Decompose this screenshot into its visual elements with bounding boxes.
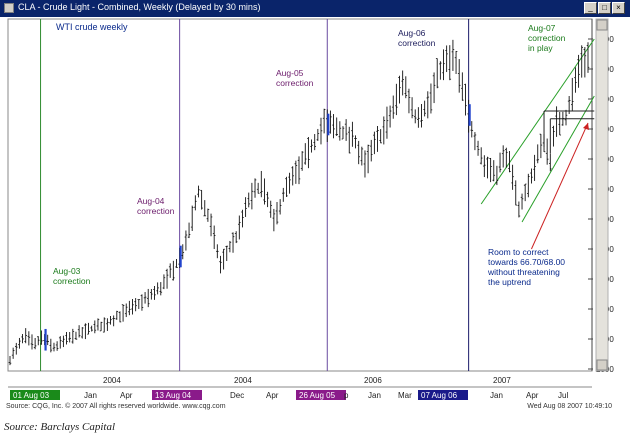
correction-markers [44,104,471,351]
scrollbar-track[interactable] [595,18,609,372]
annotation-text: Aug-03 [53,266,81,276]
x-tick-highlight [10,390,60,400]
x-tick-label: 13 Aug 04 [155,391,192,400]
arrow-head [583,123,589,130]
x-tick-label: 01 Aug 03 [13,391,50,400]
scroll-down-button[interactable] [596,359,608,371]
annotation-text: WTI crude weekly [56,22,128,32]
x-tick-label: Apr [120,391,133,400]
annotation-text: Room to correct [488,247,549,257]
channel-lower-line [521,95,595,223]
year-label: 2007 [493,376,511,385]
x-tick-label: Apr [526,391,539,400]
price-bars [8,39,590,366]
x-tick-label: Apr [266,391,279,400]
channel-upper-line [480,38,595,205]
x-tick-label: Dec [230,391,244,400]
x-tick-highlight [296,390,346,400]
scroll-up-button[interactable] [596,19,608,31]
annotation-text: without threatening [487,267,560,277]
figure-caption: Source: Barclays Capital [4,421,115,433]
minimize-button[interactable]: _ [584,2,597,14]
annotation-text: in play [528,43,553,53]
x-tick-highlight [152,390,202,400]
annotation-text: correction [137,206,175,216]
annotation-text: correction [398,38,436,48]
year-label: 2004 [234,376,252,385]
annotation-text: the uptrend [488,277,531,287]
chart-window: CLA - Crude Light - Combined, Weekly (De… [0,0,630,410]
chart-timestamp: Wed Aug 08 2007 10:49:10 [527,403,612,410]
annotation-text: correction [53,276,91,286]
chart-background [0,17,630,403]
x-tick-label: Jul [558,391,568,400]
year-label: 2006 [364,376,382,385]
arrow-line [531,122,589,250]
x-tick-label: Jan [84,391,97,400]
x-tick-label: Jan [490,391,503,400]
data-source-line: Source: CQG, Inc. © 2007 All rights rese… [6,403,226,410]
annotation-text: towards 66.70/68.00 [488,257,565,267]
price-chart: 2500300035004000450050005500600065007000… [0,17,630,403]
annotation-text: Aug-06 [398,28,426,38]
correction-lines [40,19,470,371]
scrollbar[interactable] [595,18,609,372]
maximize-button[interactable]: □ [598,2,611,14]
annotation-text: correction [276,78,314,88]
x-axis: 01 Aug 03 Jan Apr 13 Aug 04 Dec Apr 26 Aug 05 p… [10,376,568,400]
year-label: 2004 [103,376,121,385]
window-title: CLA - Crude Light - Combined, Weekly (De… [18,2,261,12]
x-tick-label: p [344,391,349,400]
annotation-text: Aug-07 [528,23,556,33]
annotation-text: correction [528,33,566,43]
annotation-text: Aug-05 [276,68,304,78]
chart-annotations: WTI crude weeklyAug-03correctionAug-04co… [53,22,566,287]
window-titlebar: CLA - Crude Light - Combined, Weekly (De… [0,0,630,17]
app-icon [4,3,14,13]
x-tick-label: 07 Aug 06 [421,391,458,400]
trend-channel [480,38,595,250]
x-tick-label: 26 Aug 05 [299,391,336,400]
x-tick-label: Mar [398,391,412,400]
annotation-text: Aug-04 [137,196,165,206]
x-tick-highlight [418,390,468,400]
x-tick-label: Jan [368,391,381,400]
close-button[interactable]: × [612,2,625,14]
